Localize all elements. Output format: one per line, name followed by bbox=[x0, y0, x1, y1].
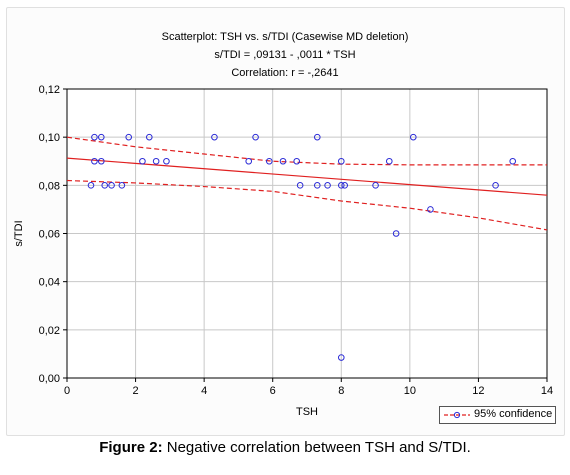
data-point bbox=[324, 182, 331, 189]
regression-line-group bbox=[67, 157, 547, 196]
x-tick-label: 4 bbox=[201, 385, 207, 397]
grid bbox=[67, 89, 547, 378]
y-tick-label: 0,10 bbox=[39, 132, 60, 144]
data-point bbox=[337, 182, 345, 189]
data-point bbox=[409, 133, 417, 141]
x-tick-label: 10 bbox=[404, 385, 416, 397]
y-tick-label: 0,06 bbox=[39, 229, 60, 241]
data-point bbox=[337, 157, 345, 165]
y-tick-label: 0,12 bbox=[39, 84, 60, 96]
data-point bbox=[372, 182, 379, 189]
legend: 95% confidence bbox=[439, 406, 556, 424]
figure-caption-text: Negative correlation between TSH and S/T… bbox=[162, 439, 471, 456]
upper-confidence-band bbox=[67, 136, 547, 166]
data-point bbox=[108, 182, 115, 189]
data-point bbox=[337, 354, 345, 361]
regression-line bbox=[67, 157, 547, 196]
chart-title: Scatterplot: TSH vs. s/TDI (Casewise MD … bbox=[161, 31, 409, 43]
x-tick-label: 14 bbox=[541, 385, 553, 397]
x-tick-label: 2 bbox=[133, 385, 139, 397]
data-point bbox=[211, 133, 218, 141]
data-point bbox=[245, 157, 253, 165]
legend-swatch-icon bbox=[444, 411, 470, 419]
axes bbox=[63, 88, 548, 382]
data-point bbox=[341, 182, 349, 189]
y-tick-label: 0,08 bbox=[39, 180, 60, 192]
data-point bbox=[296, 182, 304, 189]
data-point bbox=[509, 157, 517, 165]
figure-label: Figure 2: bbox=[99, 439, 163, 456]
regression-equation: s/TDI = ,09131 - ,0011 * TSH bbox=[214, 49, 356, 61]
data-point bbox=[293, 157, 301, 165]
lower-confidence-band bbox=[67, 179, 547, 231]
data-point bbox=[279, 157, 287, 165]
y-axis-label: s/TDI bbox=[13, 220, 25, 246]
data-points bbox=[87, 133, 517, 361]
data-point bbox=[97, 133, 105, 141]
x-tick-label: 12 bbox=[472, 385, 484, 397]
data-point bbox=[313, 133, 321, 141]
x-tick-label: 8 bbox=[338, 385, 344, 397]
x-tick-label: 6 bbox=[270, 385, 276, 397]
legend-label: 95% confidence bbox=[474, 408, 553, 420]
y-tick-label: 0,04 bbox=[39, 277, 60, 289]
data-point bbox=[163, 157, 170, 165]
data-point bbox=[385, 157, 393, 165]
data-point bbox=[427, 206, 434, 213]
data-point bbox=[91, 133, 98, 141]
data-point bbox=[252, 133, 259, 141]
x-axis-label: TSH bbox=[296, 406, 318, 418]
tick-labels: 0 2 4 6 8 10 12 14 0,00 0,02 0,04 0,06 0,08 0,10 0,12 T… bbox=[13, 84, 553, 418]
data-point bbox=[87, 182, 95, 189]
y-tick-label: 0,02 bbox=[39, 325, 60, 337]
data-point bbox=[97, 157, 105, 165]
data-point bbox=[118, 182, 126, 189]
x-tick-label: 0 bbox=[64, 385, 70, 397]
data-point bbox=[101, 182, 109, 189]
data-point bbox=[265, 157, 273, 165]
correlation-label: Correlation: r = -,2641 bbox=[231, 67, 339, 79]
data-point bbox=[125, 133, 133, 141]
data-point bbox=[492, 182, 499, 189]
data-point bbox=[313, 182, 321, 189]
data-point bbox=[392, 230, 400, 237]
figure-caption: Figure 2: Negative correlation between T… bbox=[0, 439, 570, 456]
data-point bbox=[139, 157, 146, 165]
confidence-bands bbox=[67, 136, 547, 231]
data-point bbox=[152, 157, 160, 165]
data-point bbox=[145, 133, 153, 141]
y-tick-label: 0,00 bbox=[39, 373, 60, 385]
data-point bbox=[91, 157, 98, 165]
